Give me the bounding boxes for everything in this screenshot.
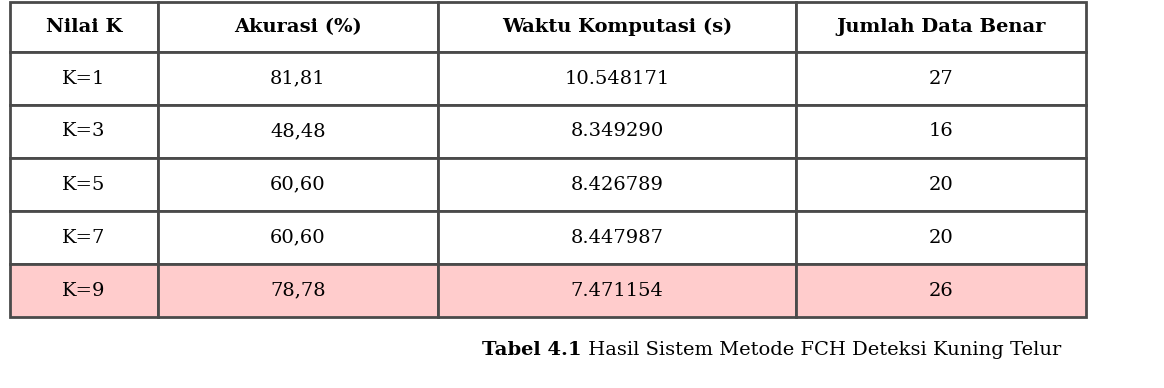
Text: 78,78: 78,78 xyxy=(270,282,326,300)
Text: K=3: K=3 xyxy=(62,123,106,140)
Text: 10.548171: 10.548171 xyxy=(565,69,669,88)
Bar xyxy=(158,52,438,105)
Bar xyxy=(10,264,158,317)
Text: 8.349290: 8.349290 xyxy=(570,123,663,140)
Text: 27: 27 xyxy=(929,69,953,88)
Bar xyxy=(10,211,158,264)
Bar xyxy=(158,105,438,158)
Bar xyxy=(796,264,1086,317)
Bar xyxy=(10,158,158,211)
Bar xyxy=(796,158,1086,211)
Text: K=1: K=1 xyxy=(63,69,106,88)
Text: 8.426789: 8.426789 xyxy=(570,175,663,194)
Text: K=7: K=7 xyxy=(63,229,106,246)
Text: 20: 20 xyxy=(929,175,953,194)
Text: 48,48: 48,48 xyxy=(270,123,326,140)
Text: Nilai K: Nilai K xyxy=(45,18,122,36)
Bar xyxy=(438,2,796,52)
Bar xyxy=(158,158,438,211)
Bar xyxy=(158,211,438,264)
Text: K=9: K=9 xyxy=(62,282,106,300)
Text: 60,60: 60,60 xyxy=(270,175,326,194)
Bar xyxy=(438,211,796,264)
Bar xyxy=(10,52,158,105)
Text: Waktu Komputasi (s): Waktu Komputasi (s) xyxy=(502,18,732,36)
Bar xyxy=(796,52,1086,105)
Text: Jumlah Data Benar: Jumlah Data Benar xyxy=(836,18,1045,36)
Bar xyxy=(10,105,158,158)
Bar xyxy=(796,2,1086,52)
Text: 81,81: 81,81 xyxy=(270,69,326,88)
Bar xyxy=(438,52,796,105)
Text: 8.447987: 8.447987 xyxy=(570,229,663,246)
Bar xyxy=(158,2,438,52)
Text: 16: 16 xyxy=(929,123,953,140)
Text: 60,60: 60,60 xyxy=(270,229,326,246)
Bar xyxy=(438,264,796,317)
Bar xyxy=(796,105,1086,158)
Bar xyxy=(158,264,438,317)
Bar xyxy=(438,158,796,211)
Text: 26: 26 xyxy=(929,282,953,300)
Text: Hasil Sistem Metode FCH Deteksi Kuning Telur: Hasil Sistem Metode FCH Deteksi Kuning T… xyxy=(582,341,1062,359)
Text: Akurasi (%): Akurasi (%) xyxy=(234,18,362,36)
Text: 20: 20 xyxy=(929,229,953,246)
Bar xyxy=(438,105,796,158)
Text: 7.471154: 7.471154 xyxy=(570,282,663,300)
Text: K=5: K=5 xyxy=(63,175,106,194)
Bar xyxy=(796,211,1086,264)
Text: Tabel 4.1: Tabel 4.1 xyxy=(482,341,582,359)
Bar xyxy=(10,2,158,52)
